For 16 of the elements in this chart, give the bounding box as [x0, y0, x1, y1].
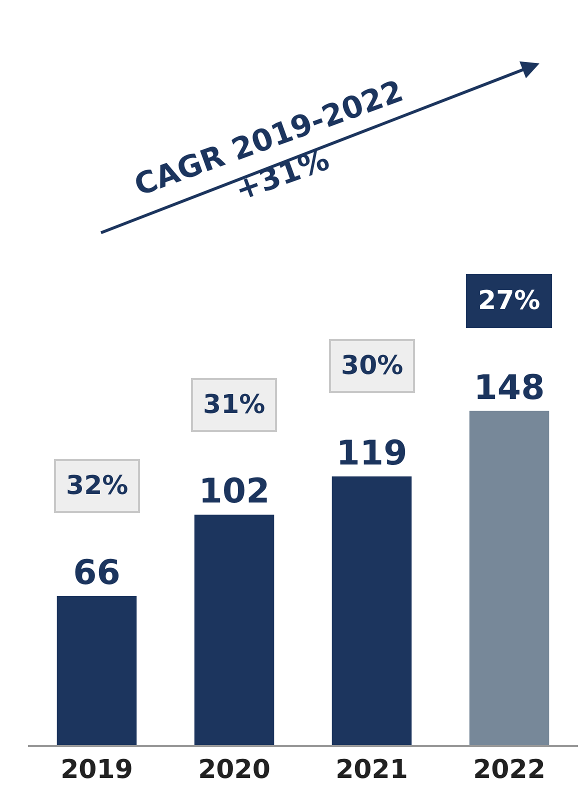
x-tick-label: 2022	[473, 755, 546, 786]
annotation: 30%	[341, 351, 404, 381]
bar	[194, 514, 274, 745]
bar	[332, 476, 412, 745]
annotation: 32%	[66, 471, 128, 501]
x-tick-label: 2020	[198, 755, 270, 786]
data-label: 66	[73, 553, 120, 593]
data-label: 119	[336, 433, 408, 474]
annotation: 27%	[478, 286, 540, 316]
annotation: 31%	[203, 390, 266, 420]
data-label: 102	[198, 472, 270, 512]
bar	[469, 410, 550, 745]
x-tick-label: 2019	[60, 755, 133, 786]
data-label: 148	[474, 368, 545, 408]
bar	[56, 596, 137, 745]
x-tick-label: 2021	[336, 755, 408, 786]
